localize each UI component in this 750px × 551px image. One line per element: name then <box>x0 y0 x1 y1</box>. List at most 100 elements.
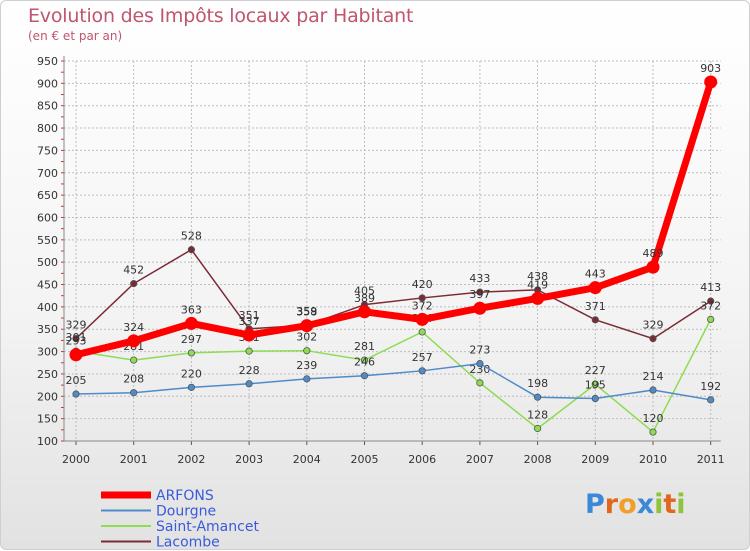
data-label-dourgne: 257 <box>412 351 433 364</box>
data-point-saint-amancet <box>649 428 657 436</box>
data-point-arfons <box>473 301 487 315</box>
logo-letter: x <box>636 489 655 520</box>
data-label-lacombe: 413 <box>700 281 721 294</box>
data-label-dourgne: 239 <box>296 359 317 372</box>
data-point-saint-amancet <box>533 424 542 433</box>
data-label-arfons: 293 <box>66 335 87 348</box>
series-line-saint-amancet <box>75 318 712 433</box>
y-tick-label: 800 <box>37 122 58 135</box>
data-label-arfons: 489 <box>643 247 664 260</box>
chart-title: Evolution des Impôts locaux par Habitant <box>28 5 414 27</box>
data-point-arfons <box>531 291 545 305</box>
series-line-lacombe <box>75 248 712 340</box>
legend-label-dourgne: Dourgne <box>156 504 216 520</box>
series-line-arfons <box>72 78 715 359</box>
data-label-lacombe: 528 <box>181 230 202 243</box>
data-label-dourgne: 214 <box>643 370 664 383</box>
data-label-dourgne: 208 <box>123 373 144 386</box>
data-label-lacombe: 452 <box>123 264 144 277</box>
data-label-lacombe: 329 <box>66 319 87 332</box>
logo-letter: i <box>654 489 664 520</box>
data-point-dourgne <box>245 380 253 388</box>
data-label-lacombe: 371 <box>585 300 606 313</box>
data-point-dourgne <box>707 396 715 404</box>
y-tick-label: 950 <box>37 55 58 68</box>
data-point-saint-amancet <box>245 347 253 355</box>
data-label-arfons: 363 <box>181 303 202 316</box>
y-tick-label: 650 <box>37 189 58 202</box>
data-point-lacombe <box>130 280 138 288</box>
y-tick-label: 250 <box>37 368 58 381</box>
data-point-lacombe <box>187 246 195 254</box>
data-label-arfons: 419 <box>527 278 548 291</box>
data-point-arfons <box>358 305 371 319</box>
x-tick-label: 2003 <box>235 453 263 466</box>
y-tick-label: 900 <box>37 77 58 90</box>
data-point-arfons <box>127 334 141 348</box>
data-point-dourgne <box>533 393 542 401</box>
data-point-arfons <box>704 75 718 89</box>
data-label-arfons: 337 <box>239 315 260 328</box>
y-tick-label: 850 <box>37 100 58 113</box>
data-label-saint-amancet: 227 <box>585 364 606 377</box>
data-label-dourgne: 246 <box>354 356 375 369</box>
data-point-arfons <box>646 260 660 274</box>
data-label-arfons: 397 <box>469 288 490 301</box>
x-tick-label: 2011 <box>697 453 725 466</box>
data-label-dourgne: 273 <box>469 344 490 357</box>
x-tick-label: 2006 <box>408 453 436 466</box>
data-label-lacombe: 359 <box>296 305 317 318</box>
x-tick-label: 2009 <box>581 453 609 466</box>
data-label-arfons: 324 <box>123 321 144 334</box>
data-label-arfons: 372 <box>412 299 433 312</box>
data-label-dourgne: 195 <box>585 379 606 392</box>
data-label-lacombe: 420 <box>412 278 433 291</box>
logo-letter: o <box>618 489 637 520</box>
data-point-saint-amancet <box>130 356 138 364</box>
data-point-lacombe <box>591 316 599 324</box>
data-point-saint-amancet <box>303 347 311 355</box>
y-tick-label: 350 <box>37 323 58 336</box>
x-tick-label: 2000 <box>62 453 90 466</box>
data-point-arfons <box>300 319 314 333</box>
data-point-saint-amancet <box>591 380 599 388</box>
logo-letter: i <box>676 489 686 520</box>
data-point-dourgne <box>591 394 599 403</box>
data-point-lacombe <box>476 288 484 296</box>
data-label-dourgne: 205 <box>66 374 87 387</box>
data-point-arfons <box>415 312 429 326</box>
y-tick-label: 150 <box>37 413 58 426</box>
data-point-saint-amancet <box>418 328 426 336</box>
x-tick-label: 2007 <box>466 453 494 466</box>
data-point-lacombe <box>418 294 426 302</box>
legend-label-lacombe: Lacombe <box>156 535 220 551</box>
data-label-lacombe: 329 <box>643 319 664 332</box>
data-point-arfons <box>69 348 83 362</box>
data-point-dourgne <box>649 386 657 394</box>
data-point-dourgne <box>418 367 426 375</box>
x-tick-label: 2010 <box>639 453 667 466</box>
proxiti-logo: Proxiti <box>585 489 686 520</box>
data-label-lacombe: 438 <box>527 270 548 283</box>
data-label-lacombe: 351 <box>239 309 260 322</box>
data-label-dourgne: 220 <box>181 367 202 380</box>
logo-letter: P <box>585 489 605 520</box>
data-point-saint-amancet <box>476 379 484 387</box>
data-point-saint-amancet <box>707 315 715 323</box>
data-label-lacombe: 405 <box>354 285 375 298</box>
data-label-dourgne: 192 <box>700 380 721 393</box>
data-label-saint-amancet: 302 <box>296 331 317 344</box>
x-tick-label: 2008 <box>524 453 552 466</box>
data-label-arfons: 389 <box>354 292 375 305</box>
data-label-dourgne: 198 <box>527 377 548 390</box>
data-label-saint-amancet: 301 <box>66 331 87 344</box>
data-point-saint-amancet <box>360 356 369 364</box>
data-label-saint-amancet: 372 <box>700 299 721 312</box>
y-tick-label: 600 <box>37 211 58 224</box>
data-point-arfons <box>242 328 256 342</box>
y-tick-label: 100 <box>37 435 58 448</box>
data-point-arfons <box>184 316 198 330</box>
